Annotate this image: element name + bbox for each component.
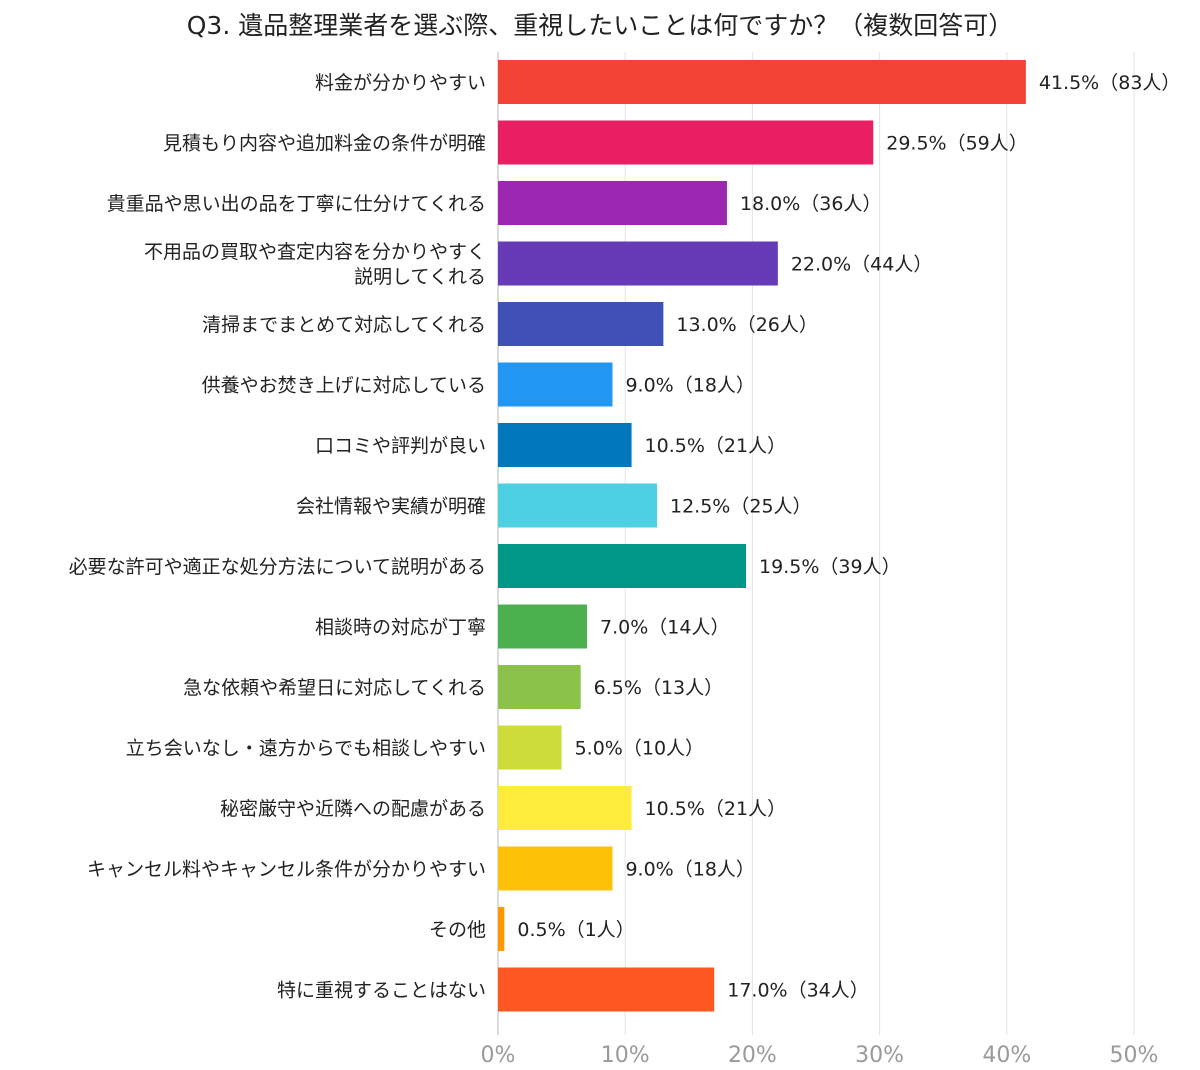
- data-label: 41.5%（83人）: [1039, 72, 1181, 94]
- x-tick-label: 0%: [481, 1043, 516, 1068]
- data-label: 17.0%（34人）: [727, 980, 869, 1002]
- x-tick-label: 50%: [1110, 1043, 1159, 1068]
- bar: [498, 786, 632, 830]
- bar: [498, 665, 581, 709]
- category-label: 説明してくれる: [354, 266, 486, 288]
- bar: [498, 846, 613, 891]
- category-label: キャンセル料やキャンセル条件が分かりやすい: [87, 859, 486, 881]
- data-label: 9.0%（18人）: [625, 375, 754, 397]
- category-label: 貴重品や思い出の品を丁寧に仕分けてくれる: [107, 193, 486, 215]
- category-label: 清掃までまとめて対応してくれる: [202, 314, 486, 336]
- category-label: 相談時の対応が丁寧: [315, 617, 486, 639]
- category-label: 特に重視することはない: [277, 980, 486, 1002]
- data-label: 22.0%（44人）: [791, 254, 933, 276]
- bar: [498, 120, 874, 165]
- data-label: 10.5%（21人）: [645, 798, 787, 820]
- category-label: 不用品の買取や査定内容を分かりやすく: [144, 241, 486, 263]
- bar: [498, 907, 505, 951]
- category-label: 立ち会いなし・遠方からでも相談しやすい: [126, 738, 486, 760]
- data-label: 12.5%（25人）: [670, 496, 812, 518]
- category-label: 必要な許可や適正な処分方法について説明がある: [69, 556, 486, 578]
- x-tick-label: 30%: [855, 1043, 904, 1068]
- category-label: 口コミや評判が良い: [315, 435, 486, 457]
- bar: [498, 302, 664, 346]
- category-label: 供養やお焚き上げに対応している: [202, 375, 486, 397]
- bar: [498, 181, 727, 225]
- bar: [498, 483, 657, 528]
- data-label: 9.0%（18人）: [625, 859, 754, 881]
- x-tick-label: 10%: [601, 1043, 650, 1068]
- category-label: 秘密厳守や近隣への配慮がある: [220, 798, 486, 820]
- data-label: 6.5%（13人）: [594, 677, 723, 699]
- bar: [498, 423, 632, 467]
- data-label: 19.5%（39人）: [759, 556, 901, 578]
- bar: [498, 362, 613, 407]
- bar: [498, 725, 562, 770]
- bar: [498, 241, 778, 286]
- data-label: 10.5%（21人）: [645, 435, 787, 457]
- bar: [498, 544, 747, 588]
- category-label: 見積もり内容や追加料金の条件が明確: [163, 133, 486, 155]
- data-label: 0.5%（1人）: [517, 919, 634, 941]
- x-tick-label: 20%: [728, 1043, 777, 1068]
- category-label: 料金が分かりやすい: [315, 72, 486, 94]
- data-label: 5.0%（10人）: [575, 738, 704, 760]
- x-tick-label: 40%: [982, 1043, 1031, 1068]
- bar: [498, 604, 588, 649]
- bar: [498, 967, 715, 1012]
- category-label: その他: [429, 919, 486, 941]
- data-label: 18.0%（36人）: [740, 193, 882, 215]
- data-label: 13.0%（26人）: [676, 314, 818, 336]
- bar: [498, 60, 1026, 104]
- category-label: 会社情報や実績が明確: [296, 496, 486, 518]
- data-label: 7.0%（14人）: [600, 617, 729, 639]
- category-label: 急な依頼や希望日に対応してくれる: [183, 677, 486, 699]
- chart-title: Q3. 遺品整理業者を選ぶ際、重視したいことは何ですか？（複数回答可）: [186, 11, 1014, 40]
- data-label: 29.5%（59人）: [886, 133, 1028, 155]
